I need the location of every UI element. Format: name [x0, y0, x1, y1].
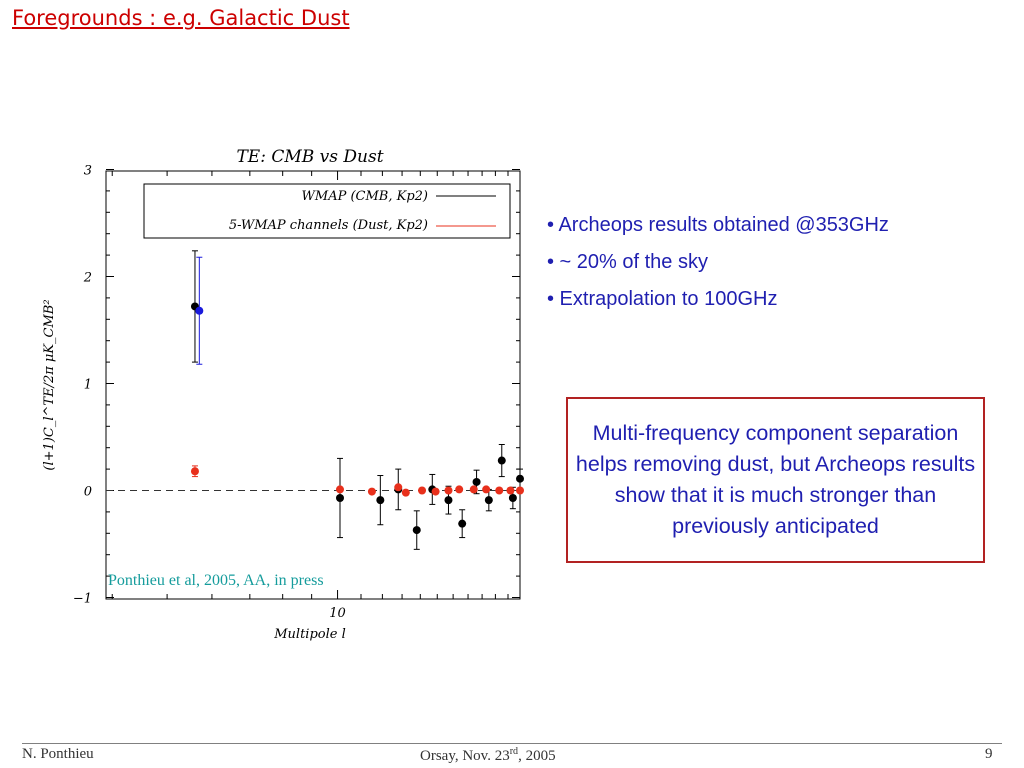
legend-label-dust: 5-WMAP channels (Dust, Kp2) [229, 218, 428, 233]
slide-title: Foregrounds : e.g. Galactic Dust [12, 6, 350, 30]
footer-venue-sup: rd [509, 746, 519, 757]
y-tick-label: 2 [83, 271, 92, 286]
data-point [484, 496, 493, 505]
footer-divider [22, 743, 1002, 744]
footer-author: N. Ponthieu [22, 746, 94, 762]
y-tick-label: 3 [84, 164, 92, 179]
data-points [190, 250, 524, 550]
legend: WMAP (CMB, Kp2) 5-WMAP channels (Dust, K… [143, 183, 511, 239]
data-point [516, 474, 524, 483]
data-point [482, 485, 491, 494]
data-point [431, 487, 440, 496]
y-tick-label: 0 [84, 485, 92, 500]
data-point [497, 456, 506, 465]
data-point [444, 496, 453, 505]
data-point [472, 477, 481, 486]
chart-title: TE: CMB vs Dust [236, 147, 383, 167]
footer-venue-prefix: Orsay, Nov. 23 [420, 748, 510, 764]
data-point [455, 485, 464, 494]
data-point [401, 488, 410, 497]
bullet-list: • Archeops results obtained @353GHz • ~ … [547, 212, 889, 323]
data-point [376, 496, 385, 505]
legend-box [143, 183, 511, 239]
data-point [458, 519, 467, 528]
bullet-item: • Archeops results obtained @353GHz [547, 214, 889, 236]
data-point [508, 493, 517, 502]
y-tick-label: 1 [84, 378, 92, 393]
bullet-item: • ~ 20% of the sky [547, 251, 708, 273]
data-point [394, 483, 403, 492]
bullet-item: • Extrapolation to 100GHz [547, 288, 778, 310]
footer-venue-suffix: , 2005 [518, 748, 556, 764]
data-point [506, 486, 515, 495]
y-axis-label: (l+1)C_l^TE/2π μK_CMB² [42, 299, 57, 470]
note-text: Multi-frequency component separation hel… [575, 421, 976, 538]
data-point [367, 487, 376, 496]
data-point [412, 526, 421, 535]
note-box: Multi-frequency component separation hel… [566, 397, 985, 563]
x-axis-label: Multipole l [273, 627, 346, 642]
data-point [335, 493, 344, 502]
legend-label-wmap: WMAP (CMB, Kp2) [302, 189, 428, 204]
data-point [195, 306, 204, 315]
x-axis: 10 [111, 171, 509, 621]
page-number: 9 [985, 746, 993, 762]
citation: Ponthieu et al, 2005, AA, in press [108, 572, 324, 589]
y-axis: −1 0 1 2 3 [73, 164, 520, 607]
plot-frame [105, 170, 521, 600]
y-tick-label: −1 [73, 592, 92, 607]
data-point [335, 485, 344, 494]
x-tick-label: 10 [329, 606, 346, 621]
data-point [190, 467, 199, 476]
data-point [469, 485, 478, 494]
data-point [516, 486, 524, 495]
footer-venue: Orsay, Nov. 23rd, 2005 [420, 746, 556, 765]
data-point [444, 486, 453, 495]
data-point [418, 486, 427, 495]
data-point [495, 486, 504, 495]
